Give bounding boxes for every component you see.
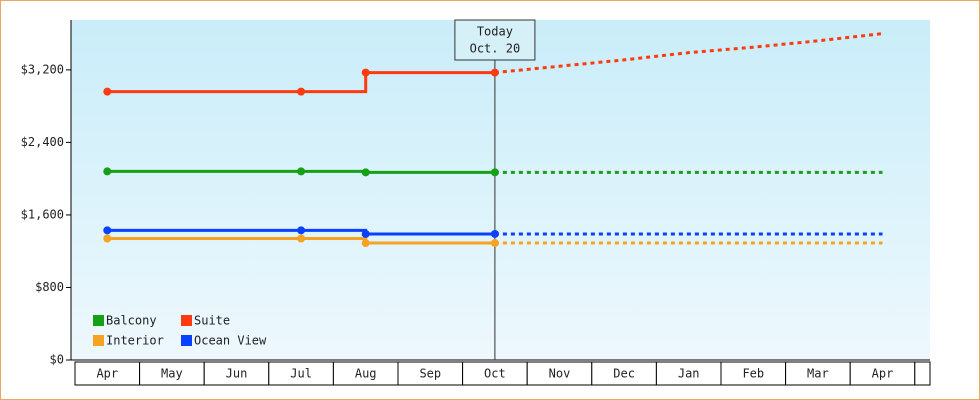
today-label: Today	[477, 25, 513, 39]
x-tick-label: Mar	[807, 367, 829, 381]
point	[103, 87, 112, 96]
actual-line	[107, 237, 495, 245]
legend-swatch	[181, 315, 192, 326]
y-tick-label: $2,400	[21, 135, 64, 149]
actual-line	[107, 169, 495, 174]
today-label: Oct. 20	[470, 42, 521, 56]
legend-label: Balcony	[106, 314, 157, 328]
point	[297, 87, 306, 96]
x-tick-label: Sep	[419, 367, 441, 381]
legend-label: Ocean View	[194, 334, 267, 348]
x-tick-label: Nov	[549, 367, 571, 381]
legend-swatch	[93, 315, 104, 326]
x-tick-label: Dec	[613, 367, 635, 381]
today-box	[454, 19, 536, 61]
x-tick-label: Apr	[96, 367, 118, 381]
x-tick-label: Apr	[872, 367, 894, 381]
point	[103, 167, 112, 176]
point	[297, 167, 306, 176]
point	[361, 168, 370, 177]
y-tick-label: $1,600	[21, 207, 64, 221]
plot-area	[71, 20, 930, 360]
forecast-line	[494, 32, 883, 75]
actual-line	[107, 228, 495, 236]
point	[103, 226, 112, 235]
legend-swatch	[93, 335, 104, 346]
y-tick-label: $0	[50, 353, 64, 367]
x-tick-label: Oct	[484, 367, 506, 381]
legend-label: Suite	[194, 314, 230, 328]
point	[297, 226, 306, 235]
point	[103, 234, 112, 243]
actual-line	[107, 71, 495, 94]
x-tick-label: Aug	[355, 367, 377, 381]
x-tick-label: Jun	[226, 367, 248, 381]
legend-swatch	[181, 335, 192, 346]
point	[361, 239, 370, 248]
point	[361, 68, 370, 77]
y-tick-label: $3,200	[21, 62, 64, 76]
x-tick-label: Jan	[678, 367, 700, 381]
legend-label: Interior	[106, 334, 164, 348]
x-tick-label: Jul	[290, 367, 312, 381]
x-tick-box	[914, 361, 931, 386]
point	[361, 229, 370, 238]
x-tick-label: May	[161, 367, 183, 381]
y-tick-label: $800	[35, 280, 64, 294]
x-tick-label: Feb	[742, 367, 764, 381]
point	[297, 234, 306, 243]
